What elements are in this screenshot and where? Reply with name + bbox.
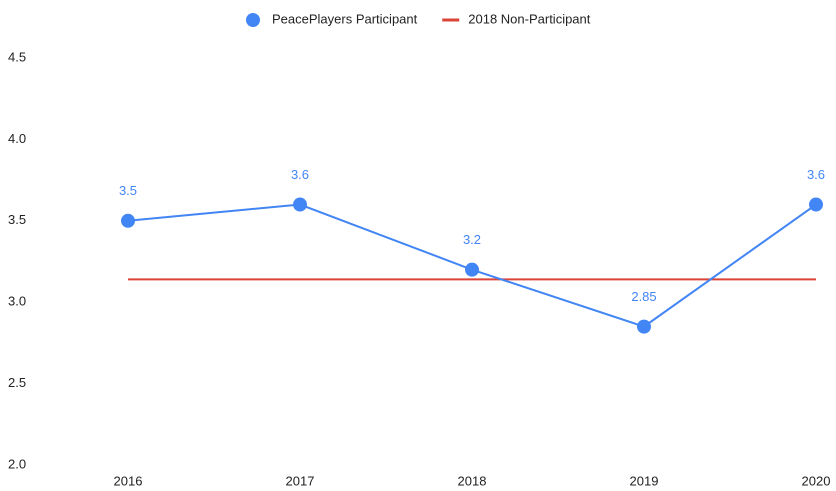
data-label: 3.6: [291, 167, 309, 182]
legend-label: 2018 Non-Participant: [468, 11, 591, 26]
y-tick-label: 4.0: [8, 131, 26, 146]
y-tick-label: 3.5: [8, 212, 26, 227]
data-label: 3.6: [807, 167, 825, 182]
data-point: [809, 197, 823, 212]
x-tick-label: 2020: [802, 473, 831, 488]
x-tick-label: 2019: [630, 473, 659, 488]
data-point: [465, 262, 479, 277]
data-label: 2.85: [631, 289, 656, 304]
y-tick-label: 2.0: [8, 456, 26, 471]
legend-marker: [246, 13, 260, 27]
data-point: [637, 319, 651, 334]
data-label: 3.2: [463, 232, 481, 247]
data-point: [293, 197, 307, 212]
data-point: [121, 213, 135, 228]
legend-label: PeacePlayers Participant: [272, 11, 418, 26]
x-tick-label: 2016: [114, 473, 143, 488]
y-tick-label: 4.5: [8, 49, 26, 64]
y-tick-label: 2.5: [8, 375, 26, 390]
x-tick-label: 2018: [458, 473, 487, 488]
legend-marker: [442, 18, 460, 22]
y-tick-label: 3.0: [8, 294, 26, 309]
data-label: 3.5: [119, 183, 137, 198]
x-tick-label: 2017: [286, 473, 315, 488]
